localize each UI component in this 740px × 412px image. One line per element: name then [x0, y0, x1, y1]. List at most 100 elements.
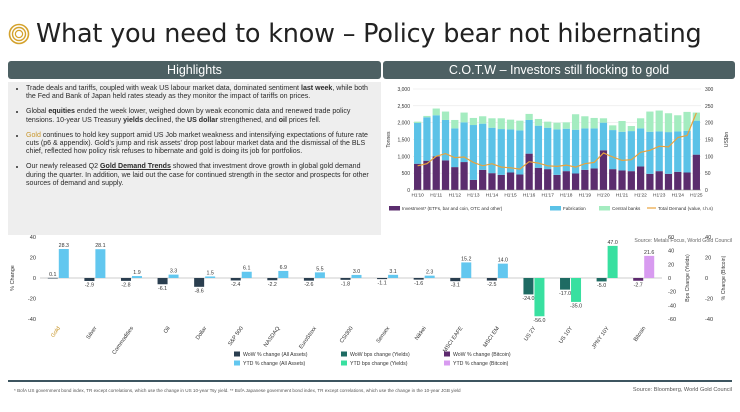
- perf-legend-swatch: [444, 360, 450, 366]
- perf-data-label: -2.6: [304, 282, 313, 288]
- bullet-4-text-a: Our newly released Q2: [26, 163, 101, 171]
- cot-y-tick: 1,500: [397, 138, 410, 144]
- bullet-3-text: continues to hold key support amid US Jo…: [26, 131, 368, 156]
- cot-legend-swatch: [599, 206, 610, 211]
- cot-bar-fabrication: [609, 130, 617, 170]
- cot-bar-central-banks: [432, 108, 440, 116]
- cot-y-right-tick: 300: [705, 87, 714, 93]
- cot-bar-fabrication: [488, 127, 496, 174]
- cot-bar-central-banks: [618, 120, 626, 132]
- cot-legend-label: Central banks: [612, 206, 641, 211]
- bullet-2-text-a: Global: [26, 108, 49, 116]
- page-title: What you need to know – Policy bear not …: [36, 19, 702, 49]
- cot-bar-fabrication: [655, 131, 663, 172]
- perf-bar-ytd-assets: [95, 249, 106, 278]
- cot-bar-investment: [646, 173, 654, 190]
- cot-bar-investment: [525, 153, 533, 190]
- cot-bar-central-banks: [525, 113, 533, 120]
- cot-legend-swatch: [389, 206, 400, 211]
- perf-bar-wow-yields: [523, 278, 534, 295]
- asset-performance-chart: -40 -20 0 20 40 -60 -40 -20 0 20 40 60 -40 -20 0 20 40 % …: [10, 235, 727, 367]
- cot-x-tick: H1'24: [672, 193, 685, 199]
- perf-y-middle-tick: 0: [668, 276, 671, 282]
- perf-legend-swatch: [444, 351, 450, 357]
- bullet-3: Gold continues to hold key support amid …: [26, 132, 375, 157]
- gold-ring-logo-icon: [8, 23, 30, 45]
- cot-bar-investment: [460, 162, 468, 190]
- cot-bar-central-banks: [646, 111, 654, 132]
- perf-bar-ytd-assets: [58, 248, 69, 278]
- cot-bar-central-banks: [581, 116, 589, 129]
- cot-bar-investment: [581, 169, 589, 190]
- perf-bar-wow-yields: [596, 278, 607, 282]
- perf-x-tick: EuroStoxx: [298, 326, 318, 351]
- cot-ylabel-right: US$bn: [724, 132, 730, 148]
- perf-bar-ytd-assets: [205, 276, 216, 278]
- cot-bar-fabrication: [516, 130, 524, 175]
- perf-bar-ytd-yields: [534, 278, 545, 317]
- cot-x-tick: H1'20: [597, 193, 610, 199]
- perf-y-tick: -20: [28, 297, 36, 303]
- perf-data-label: 3.3: [170, 269, 177, 275]
- cot-bar-central-banks: [674, 115, 682, 132]
- cot-bar-investment: [441, 160, 450, 190]
- perf-y-middle-tick: -40: [668, 303, 676, 309]
- source-top: Source: Metals Focus, World Gold Council: [634, 238, 732, 244]
- perf-legend-swatch: [341, 360, 347, 366]
- perf-data-label: -2.5: [487, 282, 496, 288]
- gold-demand-trends-link[interactable]: Gold Demand Trends: [100, 163, 171, 171]
- cot-x-tick: H1'10: [411, 193, 424, 199]
- cot-bar-investment: [636, 166, 645, 190]
- cot-bar-central-banks: [562, 122, 570, 129]
- perf-bar-wow-assets: [340, 278, 351, 280]
- cot-bar-investment: [432, 156, 440, 190]
- perf-x-tick: Dollar: [195, 326, 208, 342]
- perf-data-label: 2.3: [426, 270, 433, 276]
- cot-bar-fabrication: [451, 128, 459, 168]
- perf-y-right-tick: 40: [705, 235, 711, 241]
- perf-y-middle-tick: 40: [668, 249, 674, 255]
- cot-bar-fabrication: [432, 115, 440, 157]
- perf-data-label: -2.9: [85, 282, 94, 288]
- perf-legend-swatch: [234, 360, 240, 366]
- perf-x-tick: MSCI EM: [482, 325, 501, 348]
- bullet-2-bold-yields: yields: [123, 116, 144, 124]
- perf-bar-wow-assets: [303, 278, 314, 281]
- bullet-2-text-c: declined, the: [143, 116, 188, 124]
- cot-legend-label: Total Demand (value, r.h.s): [658, 206, 713, 211]
- perf-bar-ytd-assets: [351, 274, 362, 278]
- perf-bar-ytd-assets: [314, 272, 325, 278]
- cot-bar-investment: [553, 174, 561, 190]
- perf-x-tick: US 2Y: [523, 325, 537, 342]
- perf-bar-ytd-assets: [131, 276, 142, 278]
- perf-data-label: 14.0: [498, 258, 508, 264]
- cot-bar-central-banks: [590, 117, 598, 129]
- perf-data-label: -2.4: [231, 282, 240, 288]
- cot-y-right-tick: 50: [705, 171, 711, 177]
- cot-y-right-tick: 150: [705, 138, 714, 144]
- cot-x-tick: H1'12: [449, 193, 462, 199]
- cot-y-tick: 2,000: [397, 121, 410, 127]
- cot-bar-investment: [674, 171, 682, 190]
- cot-bar-fabrication: [414, 123, 422, 164]
- cot-bar-investment: [664, 173, 673, 190]
- perf-data-label: 21.6: [644, 250, 654, 256]
- perf-x-tick: Commodities: [111, 326, 135, 356]
- cot-legend-label: Investment* (ETFs, bar and coin, OTC and…: [402, 206, 503, 211]
- bullet-2: Global equities ended the week lower, we…: [26, 108, 375, 125]
- cot-bar-investment: [534, 167, 543, 190]
- perf-bar-wow-yields: [560, 278, 571, 290]
- cot-bar-fabrication: [553, 129, 561, 175]
- cot-x-tick: H1'18: [560, 193, 573, 199]
- cot-bar-investment: [506, 172, 515, 190]
- perf-data-label: 6.1: [243, 266, 250, 272]
- perf-y-tick: 0: [33, 276, 36, 282]
- perf-y-right-tick: -20: [705, 297, 713, 303]
- divider: [8, 380, 732, 382]
- perf-data-label: 3.0: [353, 269, 360, 275]
- cot-bar-fabrication: [441, 119, 450, 161]
- cot-bar-central-banks: [692, 112, 700, 121]
- cot-bar-central-banks: [636, 118, 645, 129]
- cot-bar-central-banks: [497, 118, 505, 130]
- perf-bar-wow-assets: [157, 278, 168, 285]
